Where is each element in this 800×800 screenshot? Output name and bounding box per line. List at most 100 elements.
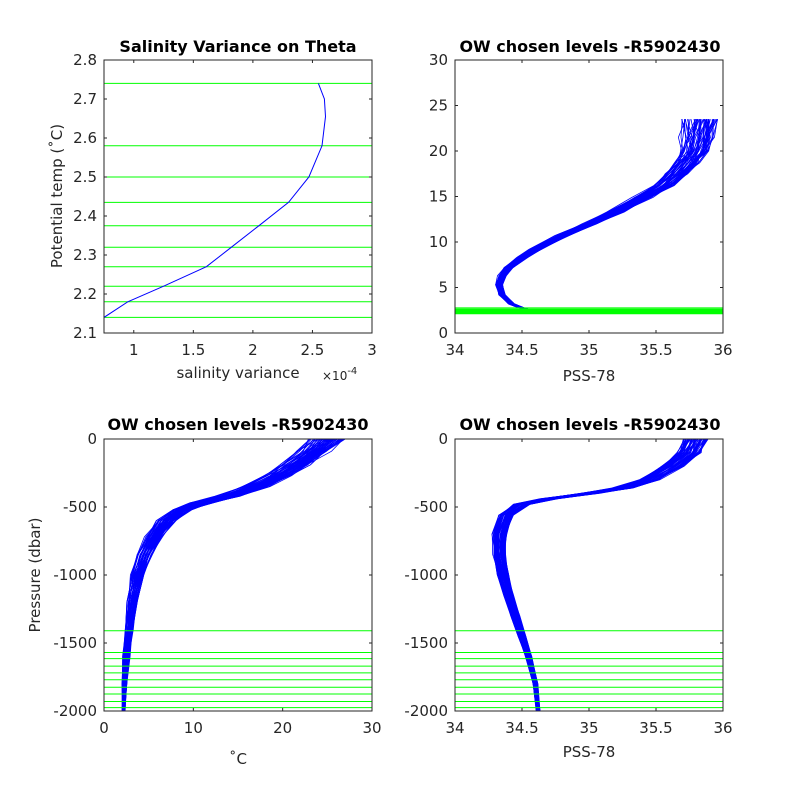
profile-line bbox=[124, 439, 340, 711]
x-tick-label: 36 bbox=[713, 719, 732, 737]
profile-line bbox=[124, 439, 342, 711]
profile-line bbox=[493, 439, 692, 711]
y-axis-label: Pressure (dbar) bbox=[26, 518, 44, 633]
profile-line bbox=[124, 439, 337, 711]
profile-line bbox=[123, 439, 329, 711]
y-tick-label: 2.2 bbox=[73, 285, 97, 303]
y-tick-label: -1500 bbox=[53, 634, 97, 652]
profile-line bbox=[123, 439, 334, 711]
panel-title: OW chosen levels -R5902430 bbox=[107, 415, 368, 434]
x-axis-exponent: ×10-4 bbox=[322, 366, 357, 383]
x-tick-label: 35 bbox=[579, 719, 598, 737]
profile-line bbox=[496, 439, 698, 711]
x-tick-label: 1 bbox=[129, 341, 139, 359]
y-tick-label: 0 bbox=[87, 430, 97, 448]
profile-line bbox=[123, 439, 333, 711]
y-tick-label: -1000 bbox=[404, 566, 448, 584]
profile-line bbox=[504, 439, 706, 711]
y-tick-label: 2.6 bbox=[73, 129, 97, 147]
profile-line bbox=[124, 439, 345, 711]
profile-line bbox=[123, 439, 332, 711]
y-tick-label: 0 bbox=[438, 324, 448, 342]
profile-line bbox=[123, 439, 326, 711]
profile-line bbox=[496, 119, 689, 314]
profile-line bbox=[122, 439, 319, 711]
axes-box bbox=[454, 59, 724, 334]
profile-line bbox=[495, 119, 686, 314]
profile-line bbox=[123, 439, 333, 711]
profile-line bbox=[122, 439, 311, 711]
profile-line bbox=[124, 439, 346, 711]
y-tick-label: 25 bbox=[429, 97, 448, 115]
profile-line bbox=[122, 439, 321, 711]
profile-line bbox=[123, 439, 328, 711]
profile-line bbox=[496, 119, 689, 314]
x-tick-label: 35.5 bbox=[639, 719, 672, 737]
y-tick-label: -2000 bbox=[53, 702, 97, 720]
profile-line bbox=[122, 439, 322, 711]
profile-line bbox=[123, 439, 321, 711]
y-tick-label: -1000 bbox=[53, 566, 97, 584]
panel-temperature-pressure: OW chosen levels -R5902430 0 10 20 30 -2000 -… bbox=[26, 415, 382, 768]
profile-line bbox=[123, 439, 328, 711]
profile-line bbox=[497, 439, 691, 711]
profile-line bbox=[494, 439, 692, 711]
profile-line bbox=[498, 439, 697, 711]
profile-line bbox=[123, 439, 325, 711]
x-tick-label: 0 bbox=[99, 719, 109, 737]
y-tick-label: 20 bbox=[429, 142, 448, 160]
profile-line bbox=[123, 439, 332, 711]
profile-line bbox=[496, 119, 692, 314]
x-tick-label: 20 bbox=[273, 719, 292, 737]
profile-line bbox=[123, 439, 330, 711]
x-axis-label: PSS-78 bbox=[563, 367, 616, 385]
x-axis-label: salinity variance bbox=[176, 364, 299, 382]
axes-box bbox=[454, 438, 724, 712]
profile-line bbox=[122, 439, 328, 711]
y-tick-label: 30 bbox=[429, 51, 448, 69]
profile-line bbox=[121, 439, 316, 711]
profile-line bbox=[495, 119, 684, 314]
profile-line bbox=[124, 439, 338, 711]
profile-line bbox=[122, 439, 324, 711]
y-axis-label: Potential temp (˚C) bbox=[48, 124, 66, 268]
profile-line bbox=[496, 439, 691, 711]
profile-line bbox=[122, 439, 316, 711]
profile-line bbox=[500, 119, 715, 314]
profile-line bbox=[122, 439, 330, 711]
y-tick-label: 10 bbox=[429, 233, 448, 251]
profile-line bbox=[500, 439, 700, 711]
profile-line bbox=[124, 439, 336, 711]
profile-line bbox=[497, 439, 699, 711]
profile-line bbox=[494, 439, 693, 711]
x-axis-label: PSS-78 bbox=[563, 743, 616, 761]
x-tick-label: 35 bbox=[579, 341, 598, 359]
x-tick-label: 10 bbox=[184, 719, 203, 737]
profile-line bbox=[122, 439, 319, 711]
profile-line bbox=[496, 119, 695, 314]
x-tick-label: 2.5 bbox=[301, 341, 325, 359]
x-tick-label: 34 bbox=[445, 719, 464, 737]
profile-line bbox=[123, 439, 338, 711]
y-tick-label: 0 bbox=[438, 430, 448, 448]
profile-line bbox=[499, 119, 701, 314]
panel-theta-salinity: OW chosen levels -R5902430 34 34.5 35 35.5 3… bbox=[429, 37, 733, 385]
profile-line bbox=[502, 439, 709, 711]
x-axis-label: ˚C bbox=[229, 750, 247, 768]
profile-line bbox=[123, 439, 344, 711]
profile-line bbox=[122, 439, 326, 711]
y-tick-label: 5 bbox=[438, 279, 448, 297]
y-tick-label: -2000 bbox=[404, 702, 448, 720]
profile-line bbox=[124, 439, 344, 711]
profile-line bbox=[496, 119, 689, 314]
x-tick-label: 34.5 bbox=[505, 719, 538, 737]
profile-line bbox=[123, 439, 336, 711]
x-tick-label: 36 bbox=[713, 341, 732, 359]
profile-line bbox=[121, 439, 314, 711]
profile-line bbox=[504, 439, 706, 711]
profile-line bbox=[123, 439, 334, 711]
profile-line bbox=[124, 439, 331, 711]
panel-salinity-variance: Salinity Variance on Theta 1 1.5 2 2.5 3 2.1 2… bbox=[48, 37, 377, 383]
x-tick-label: 1.5 bbox=[181, 341, 205, 359]
profile-line bbox=[123, 439, 325, 711]
